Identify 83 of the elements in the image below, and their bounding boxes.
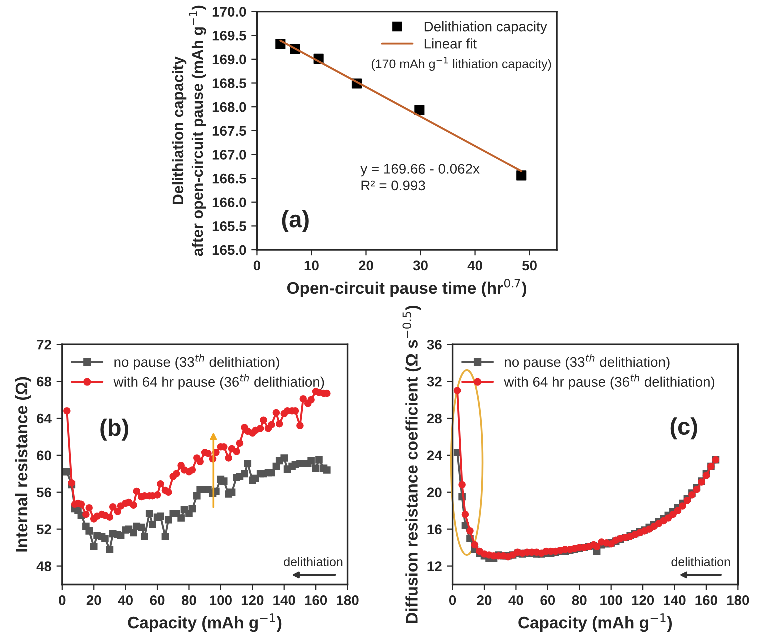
y-tick-label: 60	[37, 450, 52, 461]
y-tick-label: 167.0	[212, 150, 246, 160]
x-axis-title: Capacity (mAh g$^{−1}$)	[128, 614, 282, 632]
x-axis-title: Open-circuit pause time (hr$^{0.7}$)	[287, 278, 526, 298]
x-tick-label: 120	[632, 596, 654, 606]
y-tick-label: 16	[428, 524, 442, 535]
x-tick-label: 50	[522, 260, 537, 271]
x-tick-label: 160	[305, 596, 328, 606]
legend-label: no pause (33$^{th}$ delithiation)	[505, 354, 670, 370]
y-tick-label: 48	[36, 562, 52, 572]
annotation: y = 169.66 - 0.062x	[360, 164, 480, 177]
x-tick-label: 60	[540, 596, 556, 606]
y-tick-label: 168.5	[212, 78, 246, 88]
point	[516, 170, 527, 181]
annotation: delithiation	[284, 557, 343, 567]
legend-label: with 64 hr pause (36$^{th}$ delithiation)	[114, 374, 324, 390]
x-tick-label: 40	[118, 596, 133, 606]
y-tick-label: 169.5	[212, 30, 246, 41]
x-tick-label: 40	[468, 260, 482, 271]
x-axis-title: Capacity (mAh g$^{−1}$)	[518, 614, 672, 632]
y-tick-label: 166.5	[212, 174, 246, 184]
x-tick-label: 60	[150, 596, 165, 606]
y-tick-label: 165.5	[212, 222, 246, 232]
x-tick-label: 20	[359, 260, 374, 271]
y-tick-label: 68	[37, 376, 52, 387]
y-tick-label: 52	[36, 524, 52, 535]
x-tick-label: 30	[413, 260, 428, 271]
x-tick-label: 20	[477, 596, 492, 606]
x-tick-label: 0	[59, 596, 66, 606]
legend-label: no pause (33$^{th}$ delithiation)	[114, 354, 280, 370]
x-tick-label: 0	[449, 596, 456, 606]
x-tick-label: 120	[242, 596, 264, 606]
x-tick-label: 100	[210, 596, 232, 606]
legend-label: Delithiation capacity	[424, 22, 548, 34]
annotation: (170 mAh g$^{−1}$ lithiation capacity)	[372, 57, 552, 72]
annotation: (b)	[100, 418, 128, 441]
x-tick-label: 140	[274, 596, 296, 606]
y-tick-label: 169.0	[212, 54, 246, 65]
y-tick-label: 32	[427, 376, 442, 387]
point	[670, 510, 677, 518]
x-tick-label: 180	[337, 596, 359, 606]
point	[471, 541, 479, 549]
x-tick-label: 20	[86, 596, 102, 606]
point	[679, 502, 686, 510]
y-tick-label: 165.0	[212, 245, 246, 256]
annotation: R² = 0.993	[362, 180, 426, 191]
point	[454, 387, 462, 394]
y-tick-label: 72	[37, 340, 52, 350]
annotation: delithiation	[672, 557, 730, 567]
point	[458, 481, 466, 489]
x-tick-label: 180	[727, 596, 750, 606]
annotation: (a)	[282, 210, 309, 232]
x-tick-label: 80	[572, 596, 587, 606]
y-axis-title: Internal resistance (Ω)	[15, 377, 31, 552]
legend-label: Linear fit	[424, 38, 477, 49]
legend-label: with 64 hr pause (36$^{th}$ delithiation)	[504, 374, 715, 390]
y-tick-label: 168.0	[212, 102, 246, 112]
point	[593, 543, 601, 551]
x-tick-label: 100	[600, 596, 622, 606]
x-tick-label: 40	[508, 596, 524, 606]
x-tick-label: 0	[254, 260, 261, 271]
x-tick-label: 80	[182, 596, 196, 606]
y-tick-label: 36	[427, 340, 442, 350]
x-tick-label: 10	[304, 260, 319, 271]
y-tick-label: 56	[36, 488, 52, 498]
annotation: (c)	[670, 418, 698, 440]
y-tick-label: 64	[37, 414, 52, 424]
x-tick-label: 160	[696, 596, 718, 606]
x-tick-label: 140	[664, 596, 686, 606]
y-tick-label: 12	[428, 562, 442, 572]
y-tick-label: 28	[427, 414, 442, 424]
y-axis-title: Delithiation capacity after open-circuit pause (mAh g$^{−1}$)	[172, 6, 206, 256]
y-tick-label: 20	[427, 488, 442, 498]
y-tick-label: 24	[427, 450, 442, 460]
point	[466, 528, 474, 535]
point	[664, 514, 672, 522]
point	[414, 105, 425, 116]
y-tick-label: 167.5	[212, 126, 246, 136]
y-tick-label: 166.0	[212, 198, 246, 208]
point	[674, 507, 682, 515]
point	[462, 510, 470, 518]
y-axis-title: Diffusion resistance coefficient (Ω s$^{−0.5}$)	[402, 306, 422, 624]
y-tick-label: 170.0	[212, 7, 246, 17]
